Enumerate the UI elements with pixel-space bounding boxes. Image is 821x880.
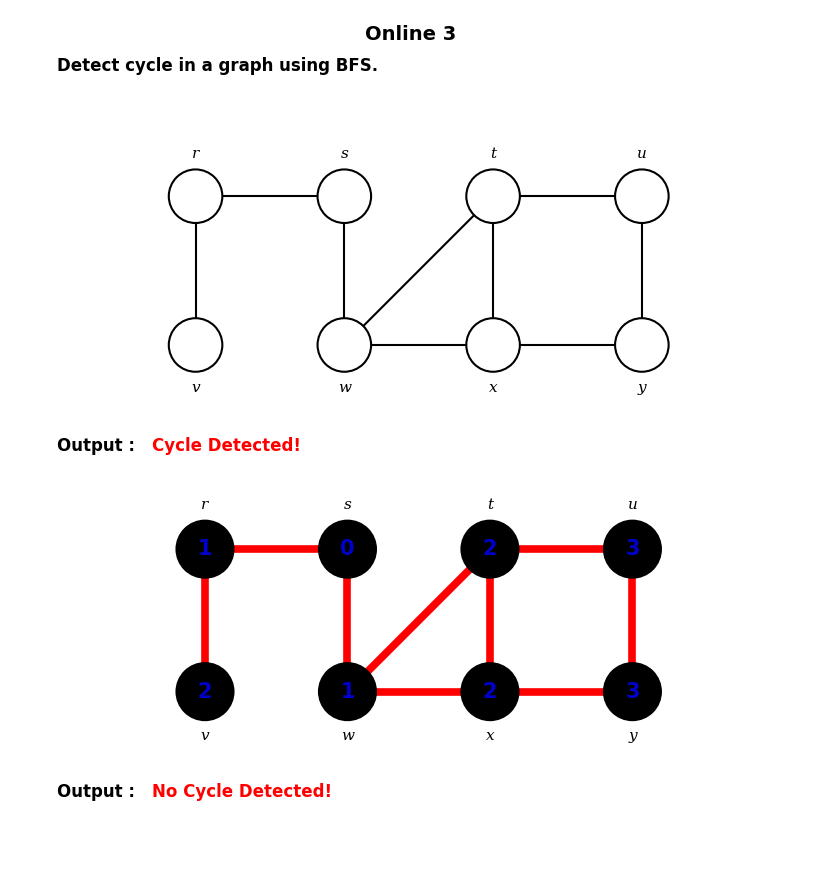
Text: 2: 2 <box>483 539 498 559</box>
Circle shape <box>177 521 233 577</box>
Text: v: v <box>200 729 209 743</box>
Text: 3: 3 <box>625 539 640 559</box>
Text: y: y <box>638 381 646 395</box>
Text: s: s <box>343 498 351 512</box>
Circle shape <box>615 170 668 223</box>
Text: 2: 2 <box>198 682 213 701</box>
Text: Online 3: Online 3 <box>365 25 456 44</box>
Text: t: t <box>487 498 493 512</box>
Circle shape <box>319 664 376 720</box>
Text: r: r <box>192 146 200 160</box>
Text: w: w <box>337 381 351 395</box>
Text: Output :: Output : <box>57 783 141 801</box>
Circle shape <box>604 664 661 720</box>
Text: Detect cycle in a graph using BFS.: Detect cycle in a graph using BFS. <box>57 57 378 75</box>
Text: Output :: Output : <box>57 437 141 455</box>
Text: 3: 3 <box>625 682 640 701</box>
Text: x: x <box>488 381 498 395</box>
Text: 0: 0 <box>340 539 355 559</box>
Text: t: t <box>490 146 496 160</box>
Circle shape <box>319 521 376 577</box>
Circle shape <box>461 521 518 577</box>
Text: v: v <box>191 381 200 395</box>
Circle shape <box>318 170 371 223</box>
Circle shape <box>466 170 520 223</box>
Text: s: s <box>341 146 348 160</box>
Circle shape <box>466 319 520 371</box>
Text: x: x <box>486 729 494 743</box>
Text: y: y <box>628 729 637 743</box>
Circle shape <box>615 319 668 371</box>
Text: 2: 2 <box>483 682 498 701</box>
Text: 1: 1 <box>340 682 355 701</box>
Circle shape <box>169 319 222 371</box>
Text: w: w <box>341 729 354 743</box>
Text: Cycle Detected!: Cycle Detected! <box>152 437 300 455</box>
Text: u: u <box>627 498 637 512</box>
Text: No Cycle Detected!: No Cycle Detected! <box>152 783 332 801</box>
Circle shape <box>169 170 222 223</box>
Text: 1: 1 <box>198 539 213 559</box>
Circle shape <box>604 521 661 577</box>
Text: u: u <box>637 146 647 160</box>
Circle shape <box>177 664 233 720</box>
Text: r: r <box>201 498 209 512</box>
Circle shape <box>318 319 371 371</box>
Circle shape <box>461 664 518 720</box>
